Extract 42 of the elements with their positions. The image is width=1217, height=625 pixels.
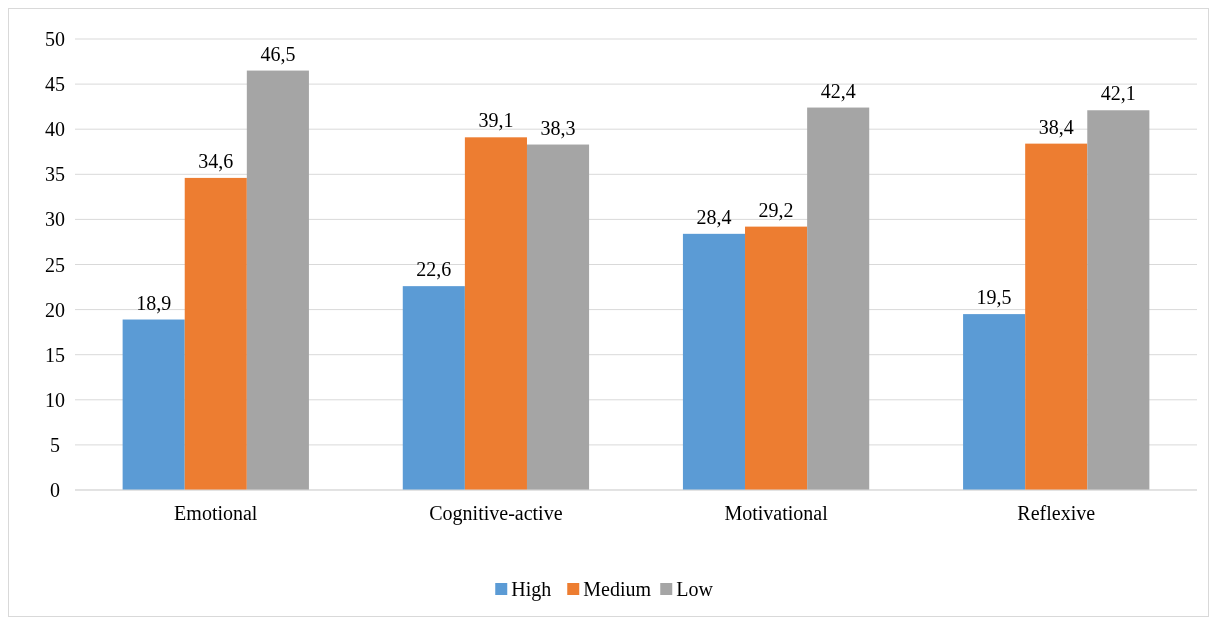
data-label: 34,6 [198, 149, 234, 172]
y-tick-label: 5 [50, 433, 60, 456]
legend-label: Low [676, 578, 714, 600]
data-label: 39,1 [478, 109, 514, 132]
bar [1025, 143, 1088, 490]
x-tick-label: Reflexive [1017, 502, 1096, 524]
data-label: 19,5 [976, 286, 1012, 309]
legend-label: High [511, 578, 552, 601]
bar [745, 226, 808, 490]
y-tick-label: 10 [45, 388, 65, 411]
y-tick-label: 30 [45, 208, 65, 231]
y-tick-label: 40 [45, 118, 65, 141]
bar [246, 70, 309, 490]
bar [526, 144, 590, 490]
y-tick-label: 35 [45, 163, 65, 186]
data-label: 46,5 [260, 42, 296, 65]
bar [122, 319, 185, 490]
x-tick-label: Motivational [724, 502, 829, 524]
data-label: 22,6 [416, 258, 452, 281]
bar [1087, 110, 1150, 490]
y-tick-label: 45 [45, 73, 65, 96]
x-tick-label: Cognitive-active [429, 502, 563, 525]
bar [682, 233, 746, 490]
legend-label: Medium [583, 578, 652, 600]
data-label: 38,4 [1038, 115, 1074, 138]
y-tick-label: 15 [45, 343, 65, 366]
y-tick-label: 25 [45, 253, 65, 276]
bar [402, 286, 465, 490]
bar [464, 137, 527, 490]
x-tick-label: Emotional [174, 502, 258, 524]
bar [963, 314, 1026, 490]
data-label: 42,4 [820, 79, 856, 102]
y-tick-label: 50 [45, 28, 65, 50]
data-label: 29,2 [758, 198, 794, 221]
bar [184, 177, 247, 490]
data-label: 28,4 [696, 205, 732, 228]
data-label: 42,1 [1100, 82, 1136, 105]
data-label: 18,9 [136, 291, 172, 314]
data-label: 38,3 [540, 116, 576, 139]
y-tick-label: 20 [45, 298, 65, 321]
bar [807, 107, 870, 490]
y-tick-label: 0 [50, 479, 60, 501]
